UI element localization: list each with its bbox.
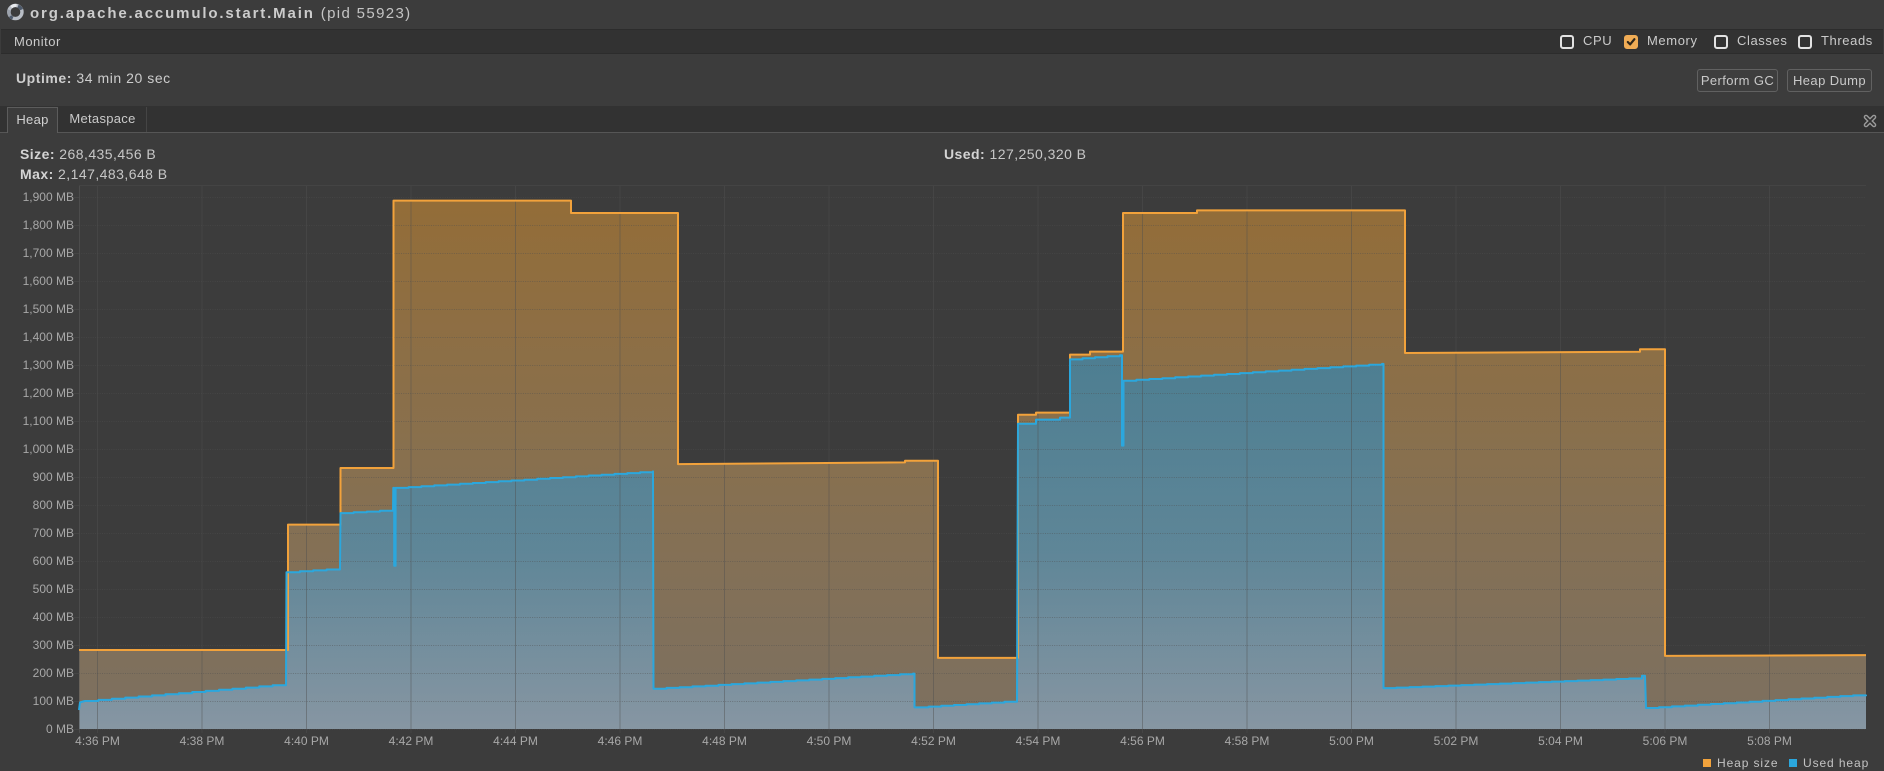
svg-text:1,100 MB: 1,100 MB — [23, 414, 74, 428]
svg-text:900 MB: 900 MB — [33, 470, 74, 484]
svg-text:Heap size: Heap size — [1717, 756, 1778, 770]
svg-text:5:02 PM: 5:02 PM — [1434, 734, 1479, 748]
svg-text:4:52 PM: 4:52 PM — [911, 734, 956, 748]
svg-text:5:04 PM: 5:04 PM — [1538, 734, 1583, 748]
svg-text:4:36 PM: 4:36 PM — [75, 734, 120, 748]
svg-text:5:00 PM: 5:00 PM — [1329, 734, 1374, 748]
svg-text:0 MB: 0 MB — [46, 722, 74, 736]
svg-text:800 MB: 800 MB — [33, 498, 74, 512]
svg-text:700 MB: 700 MB — [33, 526, 74, 540]
svg-text:1,600 MB: 1,600 MB — [23, 274, 74, 288]
svg-text:4:46 PM: 4:46 PM — [598, 734, 643, 748]
svg-text:200 MB: 200 MB — [33, 666, 74, 680]
svg-text:100 MB: 100 MB — [33, 694, 74, 708]
svg-text:4:58 PM: 4:58 PM — [1225, 734, 1270, 748]
svg-text:1,800 MB: 1,800 MB — [23, 218, 74, 232]
svg-text:1,300 MB: 1,300 MB — [23, 358, 74, 372]
svg-text:4:44 PM: 4:44 PM — [493, 734, 538, 748]
svg-text:1,400 MB: 1,400 MB — [23, 330, 74, 344]
svg-text:500 MB: 500 MB — [33, 582, 74, 596]
svg-text:5:08 PM: 5:08 PM — [1747, 734, 1792, 748]
svg-text:600 MB: 600 MB — [33, 554, 74, 568]
svg-text:4:48 PM: 4:48 PM — [702, 734, 747, 748]
svg-text:4:56 PM: 4:56 PM — [1120, 734, 1165, 748]
svg-text:1,500 MB: 1,500 MB — [23, 302, 74, 316]
svg-text:4:54 PM: 4:54 PM — [1016, 734, 1061, 748]
svg-text:300 MB: 300 MB — [33, 638, 74, 652]
svg-text:4:50 PM: 4:50 PM — [807, 734, 852, 748]
svg-text:4:38 PM: 4:38 PM — [180, 734, 225, 748]
svg-text:1,700 MB: 1,700 MB — [23, 246, 74, 260]
svg-text:4:40 PM: 4:40 PM — [284, 734, 329, 748]
svg-text:400 MB: 400 MB — [33, 610, 74, 624]
svg-text:1,900 MB: 1,900 MB — [23, 190, 74, 204]
svg-text:1,000 MB: 1,000 MB — [23, 442, 74, 456]
svg-text:1,200 MB: 1,200 MB — [23, 386, 74, 400]
svg-text:Used heap: Used heap — [1803, 756, 1869, 770]
svg-text:4:42 PM: 4:42 PM — [389, 734, 434, 748]
svg-text:5:06 PM: 5:06 PM — [1643, 734, 1688, 748]
